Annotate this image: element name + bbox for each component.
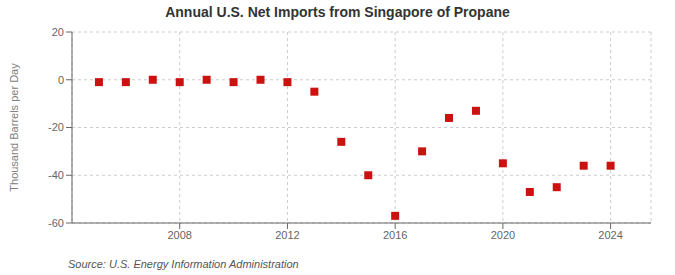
- svg-text:-40: -40: [48, 169, 64, 181]
- svg-text:2012: 2012: [275, 229, 299, 241]
- html-text:Annual U.S. Net Imports from S: Annual U.S. Net Imports from Singapore o…: [165, 4, 510, 20]
- svg-text:Thousand Barrels per Day: Thousand Barrels per Day: [8, 63, 20, 192]
- svg-text:2016: 2016: [383, 229, 407, 241]
- svg-text:-20: -20: [48, 121, 64, 133]
- svg-text:2008: 2008: [167, 229, 191, 241]
- svg-text:0: 0: [58, 74, 64, 86]
- html-text:Source: U.S. Energy Informatio: Source: U.S. Energy Information Administ…: [68, 258, 299, 270]
- svg-text:2020: 2020: [491, 229, 515, 241]
- svg-text:2024: 2024: [598, 229, 622, 241]
- svg-text:-60: -60: [48, 217, 64, 229]
- svg-text:20: 20: [52, 26, 64, 38]
